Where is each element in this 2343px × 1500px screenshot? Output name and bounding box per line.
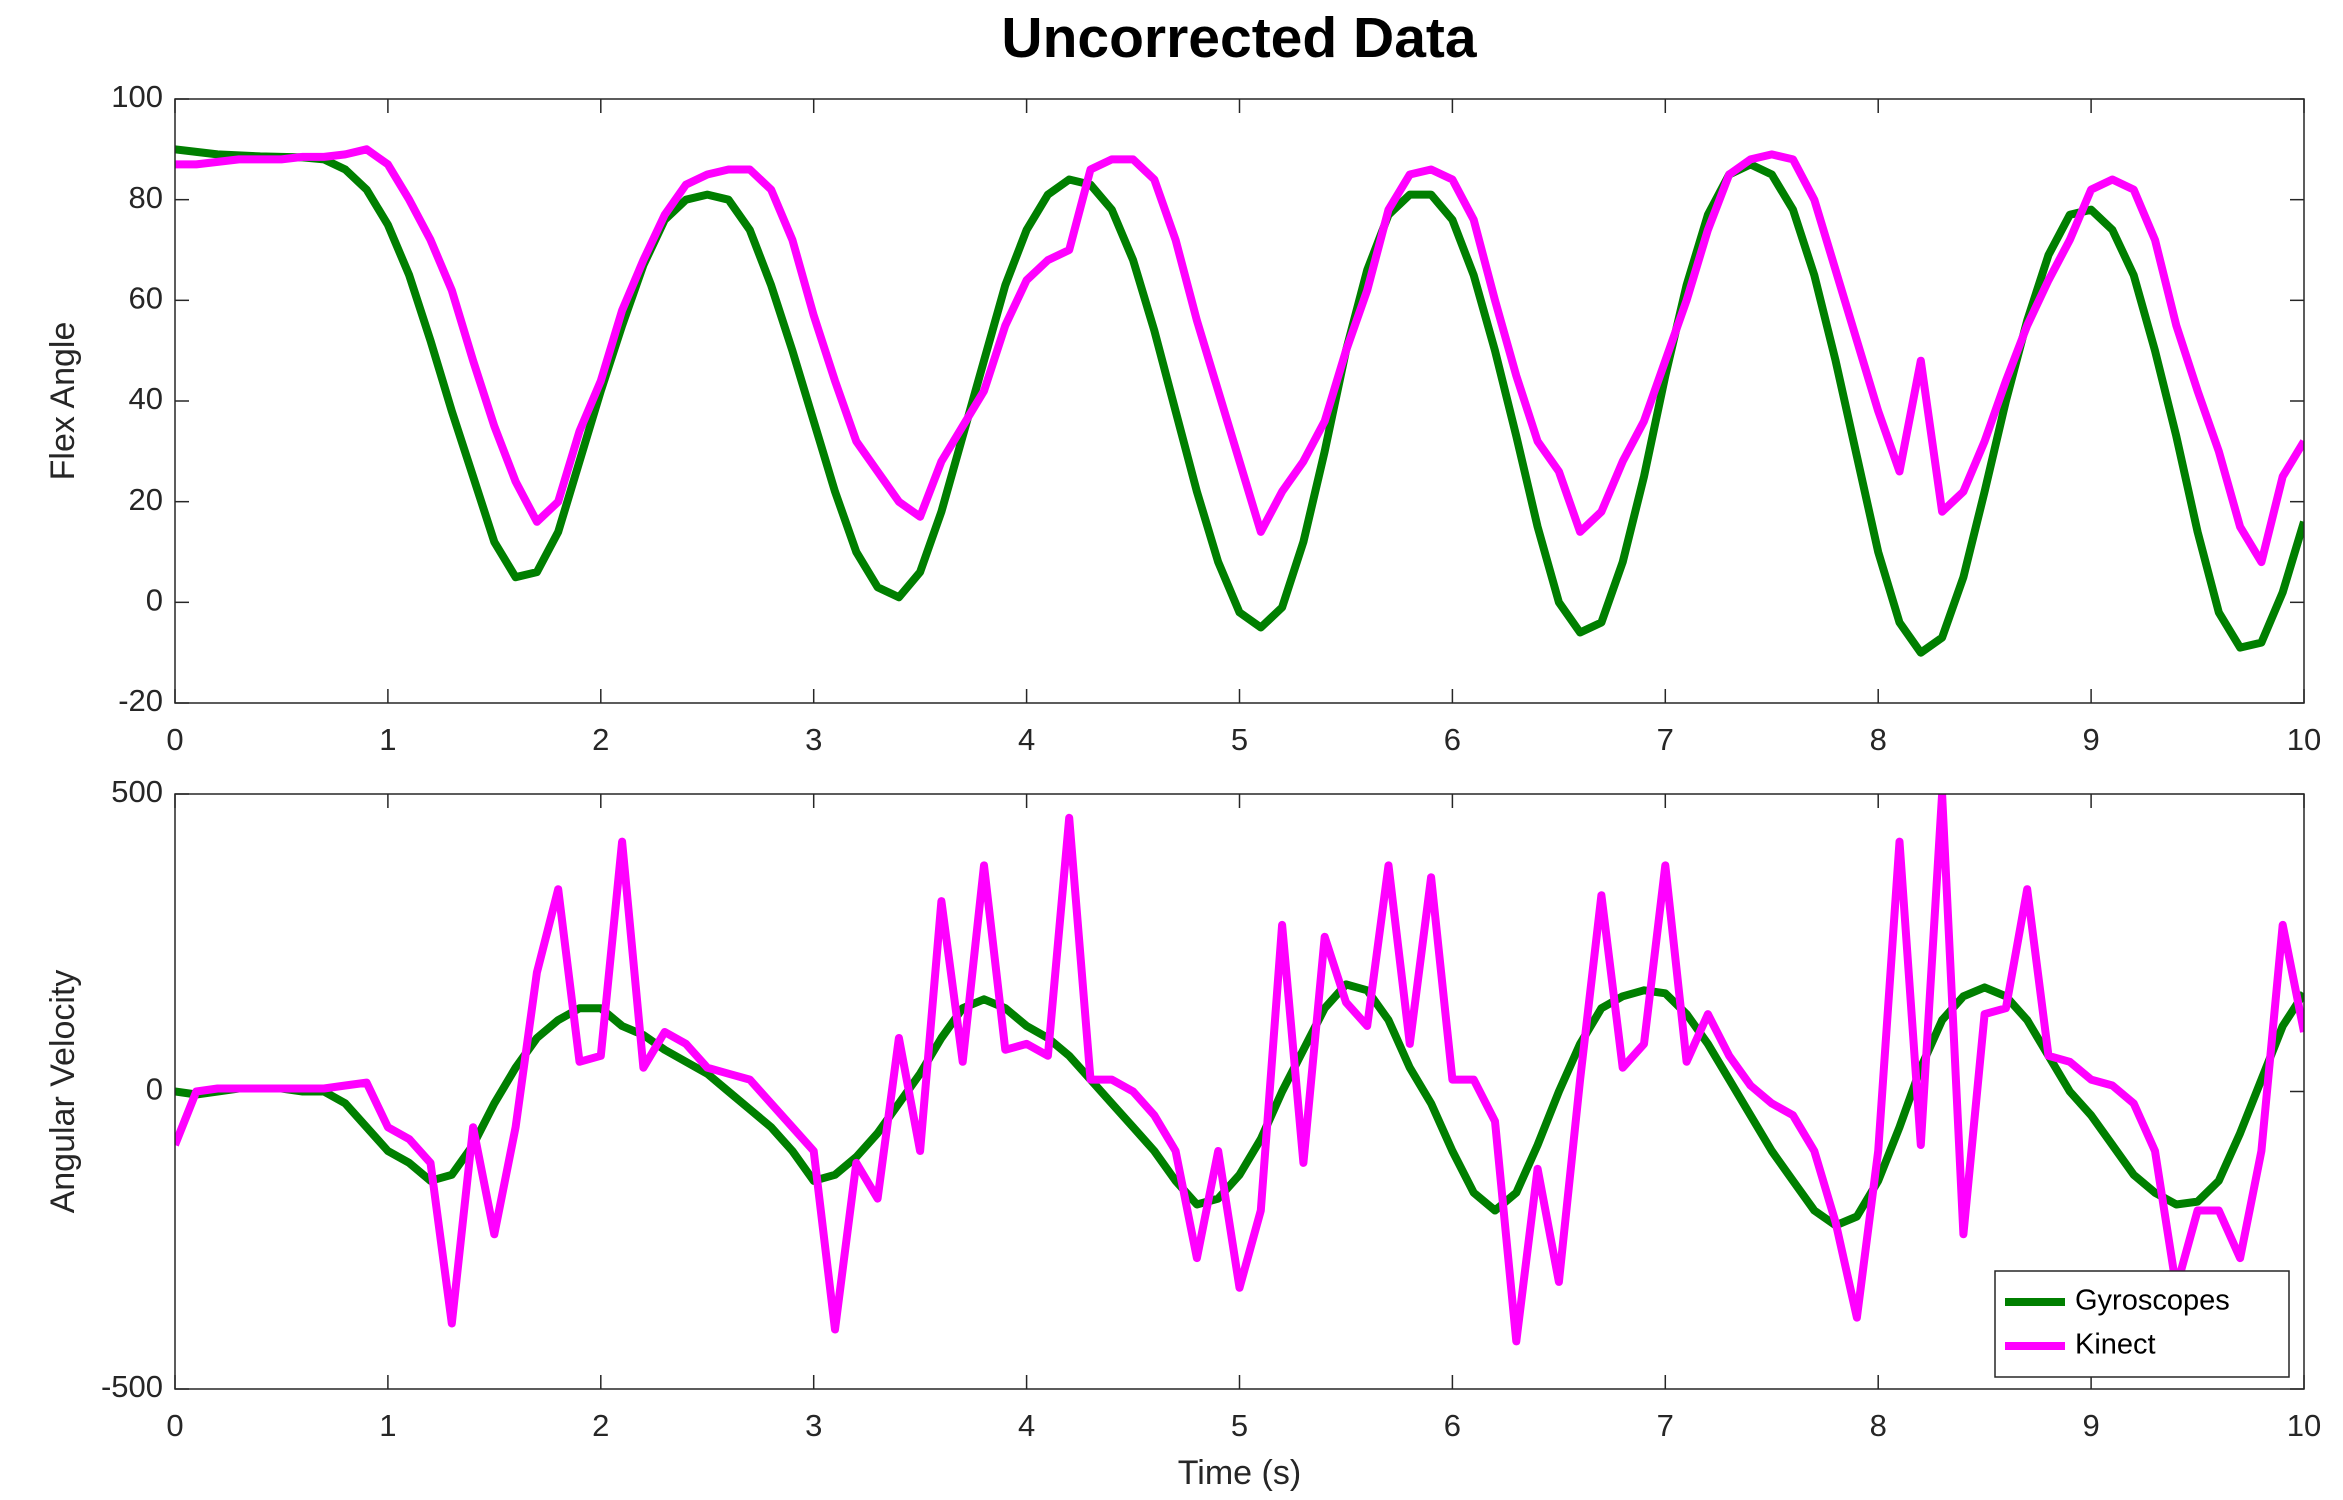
x-tick-label: 9 — [2082, 722, 2099, 757]
chart-title: Uncorrected Data — [1001, 6, 1477, 70]
y-tick-label: 500 — [111, 774, 163, 809]
x-tick-label: 0 — [166, 1408, 183, 1443]
y-tick-label: 40 — [129, 381, 163, 416]
series-line — [175, 794, 2304, 1346]
y-axis-label: Angular Velocity — [44, 970, 82, 1214]
y-tick-label: 60 — [129, 281, 163, 316]
x-tick-label: 9 — [2082, 1408, 2099, 1443]
y-tick-label: 0 — [146, 1072, 163, 1107]
x-tick-label: 4 — [1018, 1408, 1035, 1443]
y-tick-label: 80 — [129, 180, 163, 215]
x-tick-label: 6 — [1444, 1408, 1461, 1443]
x-tick-label: 8 — [1870, 1408, 1887, 1443]
x-tick-label: 5 — [1231, 1408, 1248, 1443]
y-axis-label: Flex Angle — [44, 322, 82, 481]
plot-frame — [174, 98, 2305, 704]
x-tick-label: 5 — [1231, 722, 1248, 757]
y-tick-label: -20 — [118, 683, 163, 718]
x-tick-label: 6 — [1444, 722, 1461, 757]
x-tick-label: 7 — [1657, 722, 1674, 757]
x-axis-label: Time (s) — [1178, 1454, 1301, 1492]
y-tick-label: 100 — [111, 79, 163, 114]
legend-label: Gyroscopes — [2075, 1285, 2230, 1317]
series-line — [175, 145, 2304, 657]
series-line — [175, 145, 2304, 567]
x-tick-label: 2 — [592, 722, 609, 757]
x-tick-label: 4 — [1018, 722, 1035, 757]
x-tick-label: 10 — [2287, 722, 2321, 757]
plot-frame — [174, 793, 2305, 1390]
x-tick-label: 7 — [1657, 1408, 1674, 1443]
x-tick-label: 3 — [805, 1408, 822, 1443]
x-tick-label: 2 — [592, 1408, 609, 1443]
x-tick-label: 1 — [379, 1408, 396, 1443]
x-tick-label: 3 — [805, 722, 822, 757]
x-tick-label: 8 — [1870, 722, 1887, 757]
y-tick-label: 0 — [146, 583, 163, 618]
x-tick-label: 10 — [2287, 1408, 2321, 1443]
x-tick-label: 1 — [379, 722, 396, 757]
legend-label: Kinect — [2075, 1329, 2156, 1361]
x-tick-label: 0 — [166, 722, 183, 757]
legend-box — [1994, 1270, 2290, 1378]
y-tick-label: -500 — [101, 1369, 163, 1404]
y-tick-label: 20 — [129, 482, 163, 517]
